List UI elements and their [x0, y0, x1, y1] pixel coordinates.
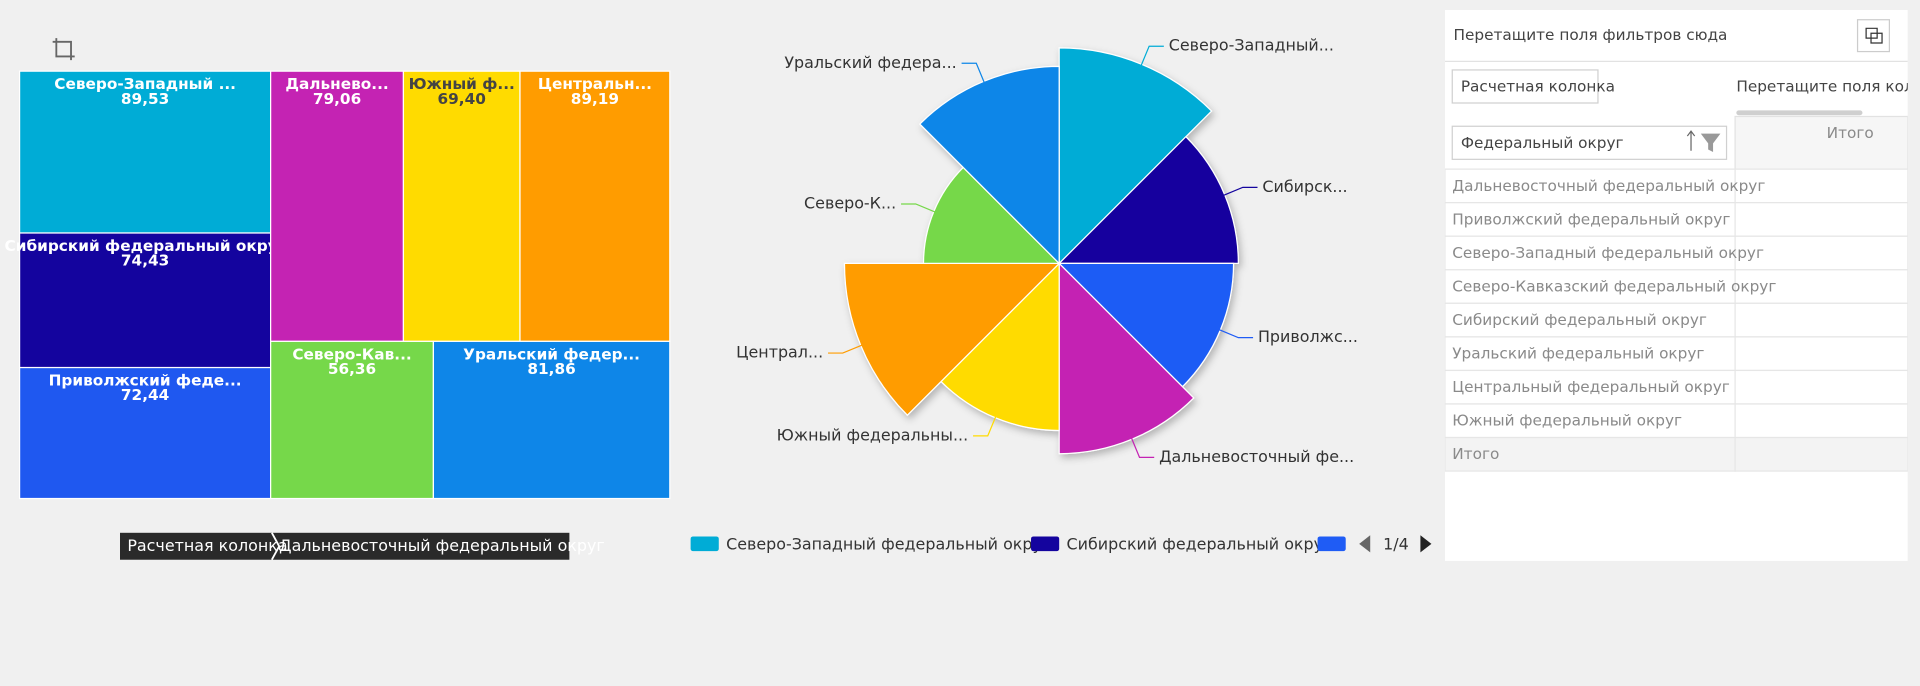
breadcrumb: Расчетная колонка Дальневосточный федера… — [120, 532, 605, 561]
value-cell — [1734, 369, 1908, 405]
total-header: Итого — [1827, 124, 1874, 142]
leader-line — [961, 62, 986, 84]
breadcrumb-bg — [120, 532, 570, 560]
treemap-cell[interactable] — [270, 340, 435, 500]
filter-icon[interactable] — [1700, 133, 1721, 152]
value-cell — [1734, 168, 1908, 204]
total-header-cell — [1734, 115, 1908, 170]
total-row: Итого — [1452, 445, 1499, 463]
treemap-value: 89,19 — [571, 90, 619, 108]
rose-label: Северо-Западный... — [1169, 36, 1334, 55]
leader-line — [828, 344, 864, 354]
treemap: Северо-Западный ...89,53 Сибирский федера… — [5, 70, 671, 500]
rose-label: Сибирск... — [1262, 177, 1347, 196]
treemap-cell[interactable] — [432, 340, 671, 500]
value-cell — [1734, 403, 1908, 439]
value-cell — [1734, 436, 1908, 472]
treemap-value: 69,40 — [438, 90, 486, 108]
treemap-value: 81,86 — [527, 360, 575, 378]
row-header-cell — [1444, 235, 1736, 271]
leader-line — [1140, 45, 1164, 67]
leader-line — [1217, 328, 1254, 339]
column-hint: Перетащите поля колонок сюда — [1736, 78, 1920, 96]
leader-line — [1222, 186, 1258, 197]
row-header: Центральный федеральный округ — [1452, 378, 1730, 396]
breadcrumb-item[interactable]: Расчетная колонка — [127, 536, 287, 555]
treemap-label: Северо-Западный ... — [54, 75, 236, 93]
row-header-cell — [1444, 369, 1736, 405]
rose-label: Приволжс... — [1258, 327, 1358, 346]
value-cell — [1734, 302, 1908, 338]
row-header: Уральский федеральный округ — [1452, 345, 1704, 363]
leader-line — [901, 203, 937, 213]
treemap-value: 56,36 — [328, 360, 376, 378]
legend-swatch[interactable] — [690, 536, 719, 552]
row-header: Дальневосточный федеральный округ — [1452, 177, 1765, 195]
treemap-cell[interactable] — [18, 366, 272, 500]
sort-icon[interactable] — [1686, 130, 1696, 151]
slices — [843, 47, 1239, 455]
row-header-cell — [1444, 403, 1736, 439]
treemap-label: Северо-Кав... — [292, 345, 411, 363]
pivot-table: Перетащите поля фильтров сюда Расчетная … — [1444, 9, 1920, 561]
row-header: Приволжский федеральный округ — [1452, 210, 1730, 228]
crop-icon[interactable] — [52, 38, 75, 61]
column-field-chip[interactable] — [1451, 69, 1599, 104]
value-cell — [1734, 202, 1908, 237]
treemap-label: Уральский федер... — [463, 345, 640, 363]
rose-label: Южный федеральны... — [777, 425, 969, 444]
treemap-value: 79,06 — [313, 90, 361, 108]
row-field-chip[interactable] — [1451, 125, 1728, 160]
row-header-cell — [1444, 168, 1736, 204]
treemap-value: 72,44 — [121, 386, 169, 404]
legend-swatch[interactable] — [1031, 536, 1060, 552]
field-list-icon — [1865, 27, 1883, 44]
treemap-label: Приволжский феде... — [49, 372, 242, 390]
rose-label: Дальневосточный фе... — [1159, 447, 1354, 466]
leader-line — [973, 415, 997, 437]
legend-swatch[interactable] — [1317, 536, 1346, 552]
breadcrumb-item[interactable]: Дальневосточный федеральный округ — [279, 536, 605, 555]
rose-label: Северо-К... — [804, 193, 896, 212]
row-header: Северо-Западный федеральный округ — [1452, 244, 1764, 262]
treemap-label: Дальнево... — [285, 75, 388, 93]
scrollbar[interactable] — [1736, 110, 1863, 116]
legend-prev[interactable] — [1359, 535, 1371, 553]
treemap-cell[interactable] — [18, 70, 272, 234]
treemap-value: 89,53 — [121, 90, 169, 108]
legend-next[interactable] — [1420, 535, 1432, 553]
row-header: Южный федеральный округ — [1452, 412, 1682, 430]
row-header-cell — [1444, 436, 1736, 472]
legend-text[interactable]: Северо-Западный федеральный округ — [726, 535, 1050, 554]
treemap-cell[interactable] — [402, 70, 521, 342]
legend-text[interactable]: Сибирский федеральный округ — [1067, 535, 1332, 554]
row-header: Сибирский федеральный округ — [1452, 311, 1707, 329]
row-field[interactable]: Федеральный округ — [1461, 134, 1624, 152]
filter-hint: Перетащите поля фильтров сюда — [1453, 26, 1727, 44]
treemap-cell[interactable] — [270, 70, 405, 342]
column-field[interactable]: Расчетная колонка — [1461, 78, 1615, 96]
treemap-label: Центральн... — [538, 75, 652, 93]
treemap-label: Сибирский федеральный округ — [5, 237, 286, 255]
treemap-value: 74,43 — [121, 252, 169, 270]
leader-line — [1130, 436, 1155, 458]
breadcrumb-separator — [271, 532, 281, 561]
row-header: Северо-Кавказский федеральный округ — [1452, 277, 1776, 295]
rose-label: Централ... — [736, 343, 823, 362]
value-cell — [1734, 336, 1908, 372]
rose-chart: Северо-Западный... Сибирск... Приволжс... Д… — [736, 36, 1358, 466]
legend: 1/4 Северо-Западный федеральный округ Сиб… — [690, 535, 1432, 554]
treemap-cell[interactable] — [519, 70, 671, 342]
rose-label: Уральский федера... — [784, 53, 956, 72]
treemap-label: Южный ф... — [409, 75, 515, 93]
legend-page: 1/4 — [1383, 535, 1409, 554]
